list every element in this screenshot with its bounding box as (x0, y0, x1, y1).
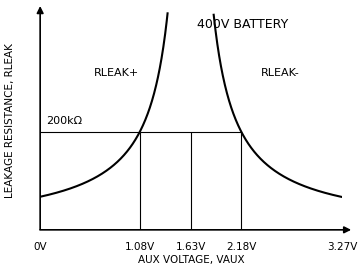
Text: RLEAK+: RLEAK+ (94, 68, 139, 78)
Text: 1.08V: 1.08V (125, 242, 155, 252)
Text: 1.63V: 1.63V (175, 242, 206, 252)
Text: LEAKAGE RESISTANCE, RLEAK: LEAKAGE RESISTANCE, RLEAK (5, 43, 15, 198)
Text: 2.18V: 2.18V (226, 242, 257, 252)
Text: AUX VOLTAGE, VAUX: AUX VOLTAGE, VAUX (138, 255, 244, 265)
Text: 200kΩ: 200kΩ (46, 116, 82, 126)
Text: RLEAK-: RLEAK- (261, 68, 300, 78)
Text: 0V: 0V (33, 242, 47, 252)
Text: 3.27V: 3.27V (327, 242, 357, 252)
Text: 400V BATTERY: 400V BATTERY (197, 18, 288, 31)
